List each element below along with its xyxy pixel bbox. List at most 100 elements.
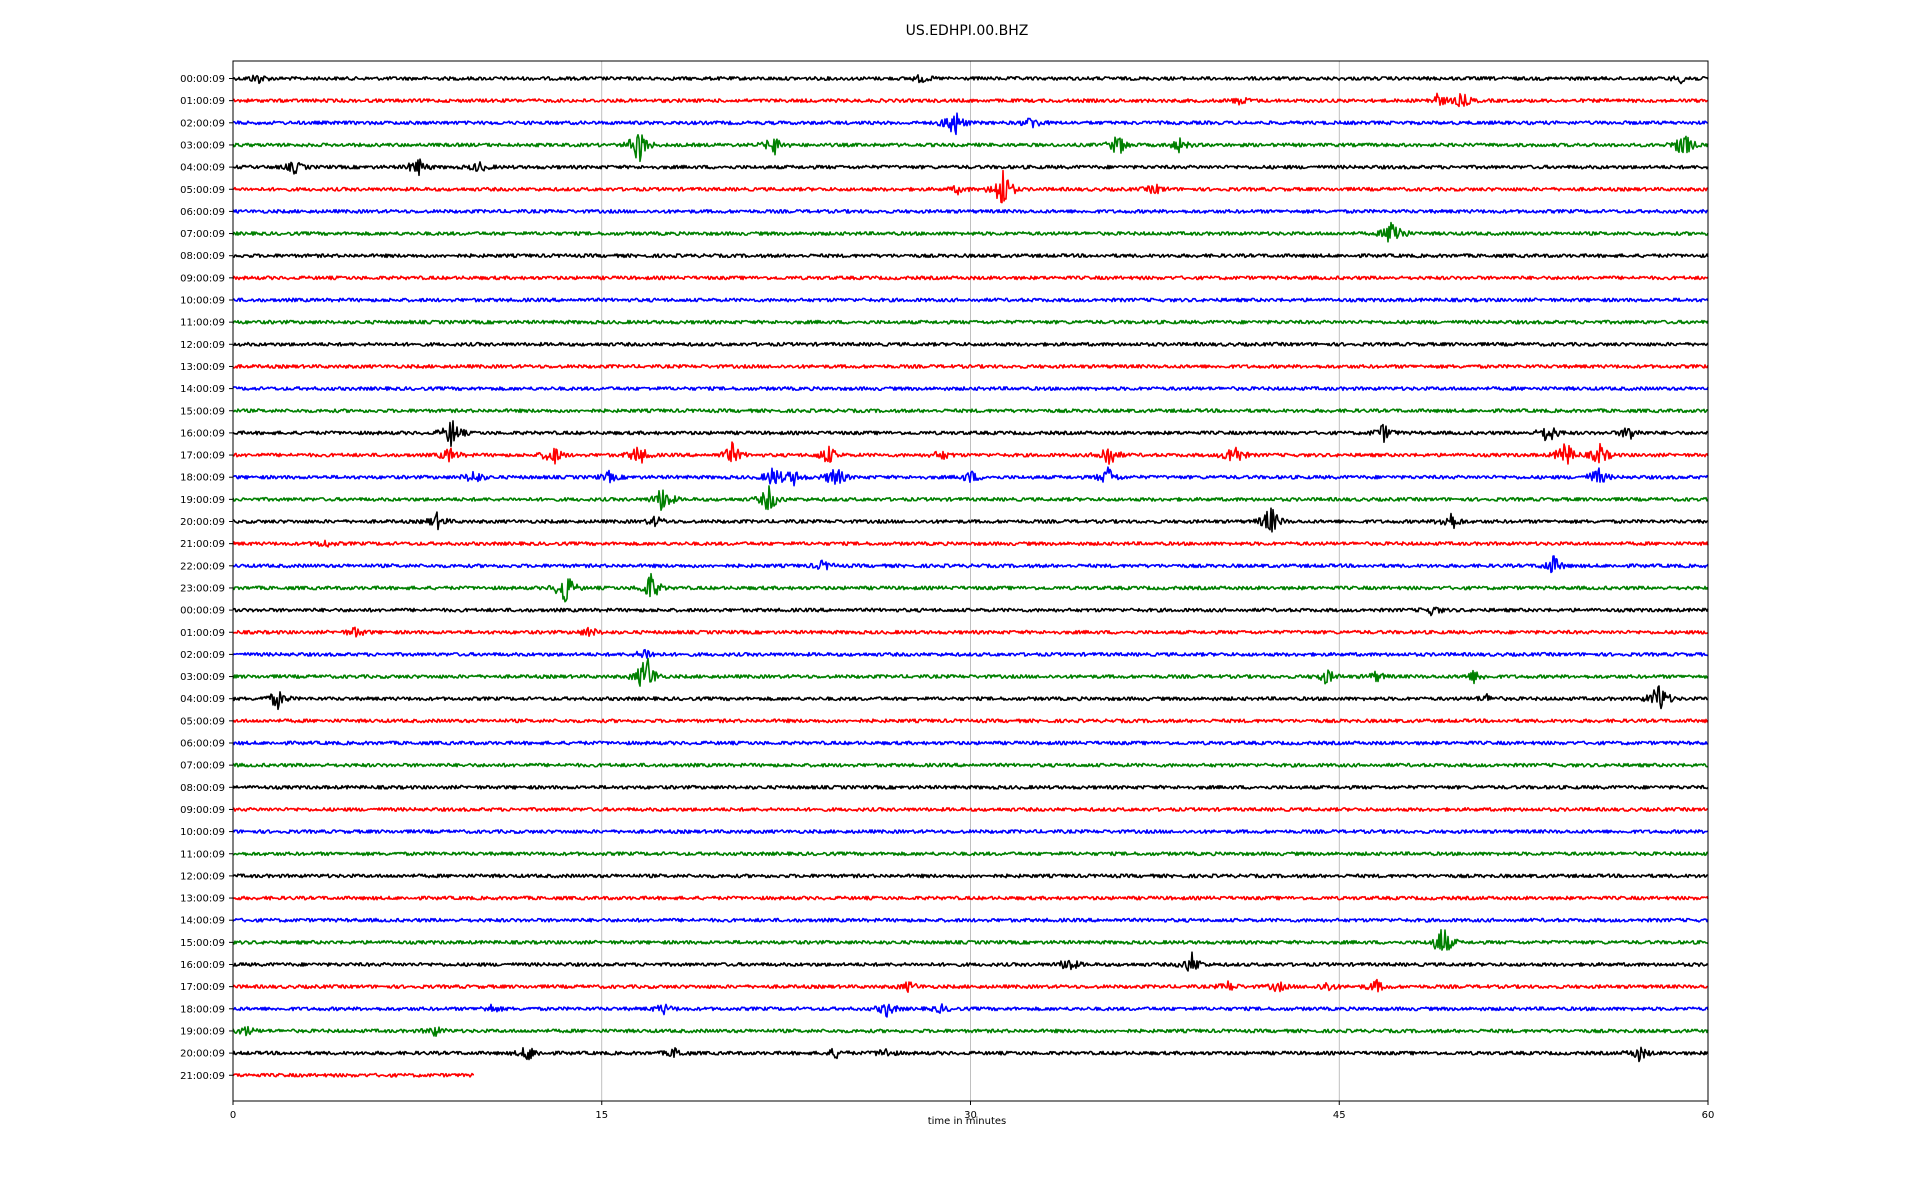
y-tick-label: 13:00:09 bbox=[180, 894, 225, 905]
y-tick-label: 12:00:09 bbox=[180, 340, 225, 351]
y-tick-label: 13:00:09 bbox=[180, 362, 225, 373]
y-tick-label: 23:00:09 bbox=[180, 583, 225, 594]
y-tick-label: 07:00:09 bbox=[180, 761, 225, 772]
trace-line bbox=[232, 1046, 1709, 1063]
x-tick-label: 30 bbox=[964, 1110, 977, 1121]
trace-line bbox=[232, 851, 1709, 857]
y-tick-label: 18:00:09 bbox=[180, 473, 225, 484]
x-ticks: 0 15 30 45 60 bbox=[230, 1101, 1715, 1121]
plot-frame bbox=[232, 60, 1709, 1102]
x-tick-label: 60 bbox=[1702, 1110, 1715, 1121]
trace-line bbox=[232, 648, 1709, 659]
trace-line bbox=[232, 1003, 1709, 1018]
y-tick-label: 03:00:09 bbox=[180, 140, 225, 151]
y-tick-label: 00:00:09 bbox=[180, 606, 225, 617]
trace-line bbox=[232, 275, 1709, 281]
y-tick-label: 01:00:09 bbox=[180, 96, 225, 107]
y-tick-label: 07:00:09 bbox=[180, 229, 225, 240]
y-tick-label: 09:00:09 bbox=[180, 805, 225, 816]
trace-line bbox=[232, 929, 1709, 951]
y-tick-label: 20:00:09 bbox=[180, 517, 225, 528]
trace-group bbox=[232, 74, 1709, 1078]
y-tick-label: 18:00:09 bbox=[180, 1004, 225, 1015]
y-tick-label: 14:00:09 bbox=[180, 384, 225, 395]
trace-line bbox=[232, 1025, 1709, 1037]
trace-line bbox=[232, 685, 1709, 711]
y-tick-label: 08:00:09 bbox=[180, 251, 225, 262]
y-tick-label: 01:00:09 bbox=[180, 628, 225, 639]
trace-line bbox=[232, 539, 1709, 548]
trace-line bbox=[232, 762, 1709, 768]
trace-line bbox=[232, 626, 1709, 638]
trace-line bbox=[232, 158, 1709, 177]
y-tick-label: 02:00:09 bbox=[180, 118, 225, 129]
trace-line bbox=[232, 978, 1709, 993]
trace-line bbox=[232, 829, 1709, 835]
y-tick-label: 19:00:09 bbox=[180, 1026, 225, 1037]
y-tick-label: 04:00:09 bbox=[180, 694, 225, 705]
x-tick-label: 15 bbox=[595, 1110, 608, 1121]
trace-line bbox=[232, 917, 1709, 923]
trace-line bbox=[232, 297, 1709, 303]
trace-line bbox=[232, 364, 1709, 369]
y-tick-label: 20:00:09 bbox=[180, 1049, 225, 1060]
trace-line bbox=[232, 92, 1708, 108]
y-tick-label: 21:00:09 bbox=[180, 539, 225, 550]
trace-line bbox=[232, 253, 1709, 259]
x-tick-label: 45 bbox=[1333, 1110, 1346, 1121]
y-tick-label: 11:00:09 bbox=[180, 849, 225, 860]
y-tick-label: 19:00:09 bbox=[180, 495, 225, 506]
y-tick-label: 22:00:09 bbox=[180, 561, 225, 572]
trace-line bbox=[232, 873, 1709, 879]
y-tick-label: 14:00:09 bbox=[180, 916, 225, 927]
trace-line bbox=[232, 441, 1709, 465]
trace-line bbox=[232, 606, 1709, 617]
trace-line bbox=[232, 221, 1709, 243]
trace-line bbox=[232, 807, 1709, 812]
trace-line bbox=[232, 507, 1709, 533]
trace-line bbox=[232, 319, 1709, 325]
trace-line bbox=[232, 555, 1709, 574]
trace-line bbox=[232, 572, 1709, 603]
trace-line bbox=[232, 169, 1708, 204]
y-tick-label: 08:00:09 bbox=[180, 783, 225, 794]
y-tick-label: 09:00:09 bbox=[180, 273, 225, 284]
trace-line bbox=[232, 784, 1709, 790]
y-tick-label: 16:00:09 bbox=[180, 960, 225, 971]
grid-lines bbox=[601, 61, 1340, 1101]
y-tick-label: 05:00:09 bbox=[180, 185, 225, 196]
trace-line bbox=[232, 740, 1709, 746]
trace-line bbox=[232, 420, 1709, 447]
y-tick-label: 21:00:09 bbox=[180, 1071, 225, 1082]
trace-line bbox=[232, 718, 1709, 724]
y-tick-label: 04:00:09 bbox=[180, 163, 225, 174]
trace-line bbox=[232, 485, 1709, 511]
trace-line bbox=[232, 951, 1709, 972]
trace-line bbox=[232, 112, 1709, 136]
x-axis-label: time in minutes bbox=[928, 1116, 1007, 1127]
y-tick-labels: 00:00:09 01:00:09 02:00:09 03:00:09 04:00:09… bbox=[180, 74, 233, 1082]
trace-line bbox=[232, 657, 1709, 687]
y-tick-label: 00:00:09 bbox=[180, 74, 225, 85]
y-tick-label: 03:00:09 bbox=[180, 672, 225, 683]
y-tick-label: 06:00:09 bbox=[180, 739, 225, 750]
trace-line bbox=[233, 341, 1709, 347]
y-tick-label: 06:00:09 bbox=[180, 207, 225, 218]
trace-line bbox=[232, 408, 1709, 414]
trace-line bbox=[232, 134, 1709, 163]
trace-line bbox=[232, 1072, 475, 1078]
y-tick-label: 10:00:09 bbox=[180, 827, 225, 838]
chart-title: US.EDHPI.00.BHZ bbox=[906, 23, 1029, 39]
y-tick-label: 02:00:09 bbox=[180, 650, 225, 661]
trace-line bbox=[232, 208, 1709, 214]
y-tick-label: 17:00:09 bbox=[180, 451, 225, 462]
y-tick-label: 15:00:09 bbox=[180, 938, 225, 949]
y-tick-label: 15:00:09 bbox=[180, 406, 225, 417]
trace-line bbox=[232, 466, 1709, 487]
y-tick-label: 16:00:09 bbox=[180, 428, 225, 439]
y-tick-label: 10:00:09 bbox=[180, 296, 225, 307]
trace-line bbox=[232, 895, 1709, 901]
y-tick-label: 12:00:09 bbox=[180, 871, 225, 882]
trace-line bbox=[232, 74, 1709, 85]
